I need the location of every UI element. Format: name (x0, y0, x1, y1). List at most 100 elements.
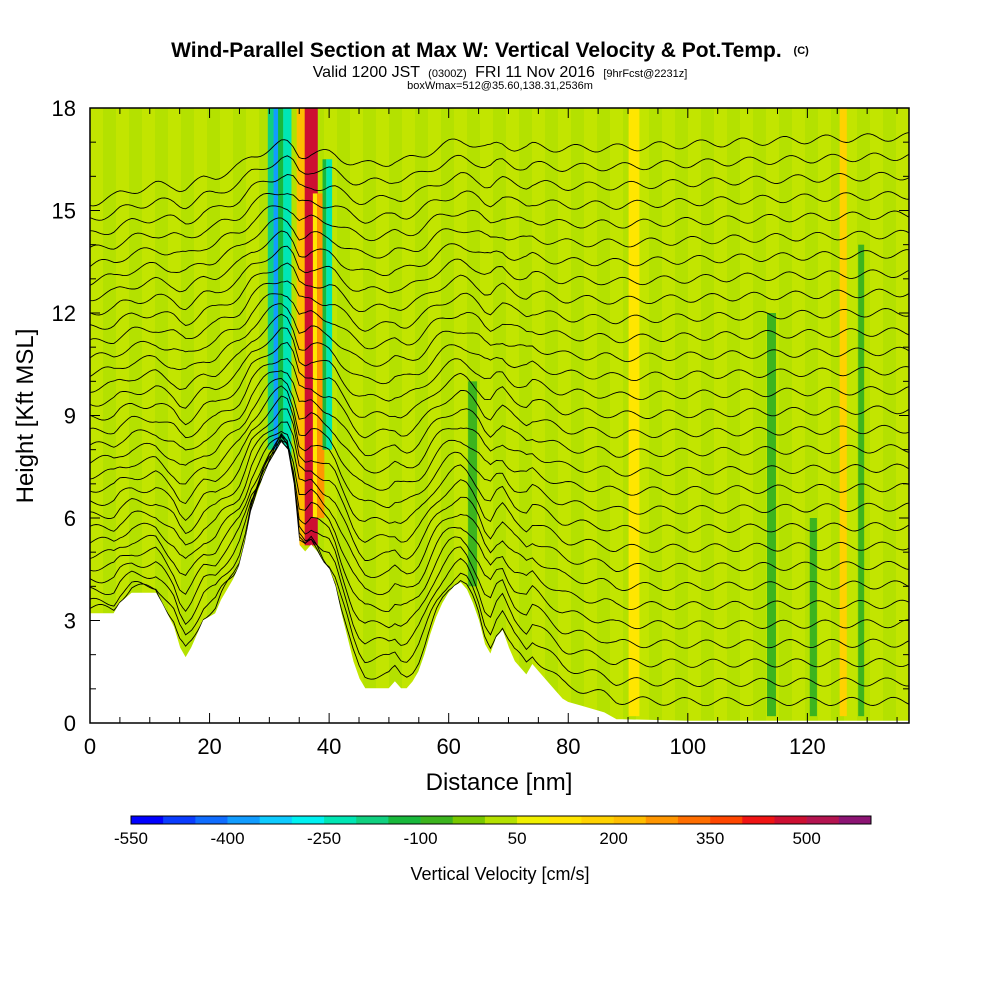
theta-contour-11 (90, 385, 909, 496)
theta-contour-19 (90, 293, 909, 359)
x-tick-label: 120 (789, 734, 826, 759)
theta-contour-7 (90, 430, 909, 572)
colorbar-frame (130, 815, 872, 825)
colorbar-swatch (645, 816, 679, 824)
y-tick-label: 0 (64, 711, 76, 736)
theta-contour-10 (90, 395, 909, 515)
velocity-anomaly-5 (468, 381, 478, 587)
theta-contour-22 (90, 245, 909, 316)
y-tick-label: 3 (64, 609, 76, 634)
colorbar-swatch (613, 816, 647, 824)
x-tick-label: 0 (84, 734, 96, 759)
theta-contour-17 (90, 313, 909, 393)
velocity-anomaly-halo-2 (296, 108, 305, 546)
colorbar-tick-label: -100 (404, 829, 438, 848)
theta-contour-0 (90, 439, 909, 707)
colorbar-tick-label: 200 (599, 829, 627, 848)
theta-contour-26 (90, 190, 909, 250)
x-tick-label: 100 (669, 734, 706, 759)
colorbar-swatch (163, 816, 196, 824)
colorbar-tick-label: 500 (792, 829, 820, 848)
colorbar-tick-label: -250 (307, 829, 341, 848)
colorbar-swatch (388, 816, 421, 824)
x-axis: 0 20 40 60 80 100 120 (84, 108, 898, 759)
theta-contour-1 (90, 441, 909, 687)
x-tick-label: 60 (436, 734, 460, 759)
colorbar-tick-label: 50 (508, 829, 527, 848)
theta-contour-27 (90, 171, 909, 236)
subtitle-zulu: (0300Z) (428, 68, 467, 80)
theta-contour-14 (90, 358, 909, 439)
subtitle-forecast: [9hrFcst@2231z] (603, 68, 687, 80)
colorbar-label: Vertical Velocity [cm/s] (410, 864, 589, 884)
velocity-anomaly-7 (767, 313, 776, 717)
colorbar-swatch (420, 816, 454, 824)
colorbar-swatch (452, 816, 486, 824)
colorbar-tick-label: 350 (696, 829, 724, 848)
theta-contour-18 (90, 303, 909, 377)
velocity-anomaly-halo-1 (278, 108, 284, 501)
colorbar-swatch (838, 816, 872, 824)
chart-subtitle-box: boxWmax=512@35.60,138.31,2536m (407, 80, 593, 92)
velocity-anomaly-8 (809, 518, 817, 717)
theta-contour-28 (90, 152, 909, 221)
colorbar-swatch (517, 816, 550, 824)
theta-contour-29 (90, 132, 909, 207)
y-axis: 0 3 6 9 12 15 18 (52, 96, 909, 736)
colorbar-tick-label: -550 (114, 829, 148, 848)
theta-contour-8 (90, 421, 909, 553)
theta-contour-9 (90, 408, 909, 534)
colorbar-swatch (806, 816, 840, 824)
velocity-anomaly-10 (858, 244, 865, 717)
theta-contour-5 (90, 434, 909, 611)
velocity-anomaly-9 (839, 108, 847, 717)
theta-contour-15 (90, 341, 909, 426)
subtitle-date: FRI 11 Nov 2016 (475, 64, 595, 81)
y-tick-label: 15 (52, 199, 76, 224)
colorbar-swatch (291, 816, 325, 824)
plot-area (90, 108, 909, 723)
chart-title-copyright: (C) (794, 45, 810, 57)
colorbar: -550 -400 -250 -100 50 200 350 500 (114, 815, 872, 848)
theta-contour-20 (90, 280, 909, 344)
colorbar-swatch (677, 816, 711, 824)
y-tick-label: 18 (52, 96, 76, 121)
colorbar-swatch (774, 816, 807, 824)
theta-contour-24 (90, 217, 909, 286)
y-tick-label: 6 (64, 506, 76, 531)
theta-contour-25 (90, 205, 909, 267)
subtitle-valid: Valid 1200 JST (313, 64, 421, 81)
x-axis-label: Distance [nm] (426, 769, 573, 796)
potential-temperature-contours (90, 132, 909, 707)
y-tick-label: 12 (52, 301, 76, 326)
y-tick-label: 9 (64, 404, 76, 429)
theta-contour-23 (90, 230, 909, 302)
velocity-anomaly-halo-3 (312, 193, 318, 518)
theta-contour-13 (90, 370, 909, 458)
y-axis-label: Height [Kft MSL] (12, 329, 39, 504)
colorbar-swatch (324, 816, 357, 824)
theta-contour-6 (90, 436, 909, 592)
colorbar-swatch (195, 816, 228, 824)
colorbar-swatch (742, 816, 775, 824)
colorbar-swatch (356, 816, 389, 824)
theta-contour-4 (90, 432, 909, 630)
x-tick-label: 40 (317, 734, 341, 759)
velocity-anomaly-halo-0 (267, 108, 274, 450)
chart-subtitle: Valid 1200 JST (0300Z) FRI 11 Nov 2016 [… (313, 64, 688, 81)
velocity-anomaly-3 (317, 193, 325, 518)
theta-contour-3 (90, 435, 909, 649)
theta-contour-21 (90, 262, 909, 330)
velocity-anomaly-halo-4 (322, 159, 327, 450)
velocity-anomaly-6 (628, 108, 640, 717)
colorbar-swatch (484, 816, 518, 824)
terrain-mask (90, 441, 909, 723)
x-tick-label: 20 (197, 734, 221, 759)
x-tick-label: 80 (556, 734, 580, 759)
chart-title-main: Wind-Parallel Section at Max W: Vertical… (171, 39, 782, 62)
theta-contour-12 (90, 377, 909, 477)
colorbar-swatch (227, 816, 260, 824)
colorbar-swatch (710, 816, 743, 824)
colorbar-swatch (259, 816, 293, 824)
